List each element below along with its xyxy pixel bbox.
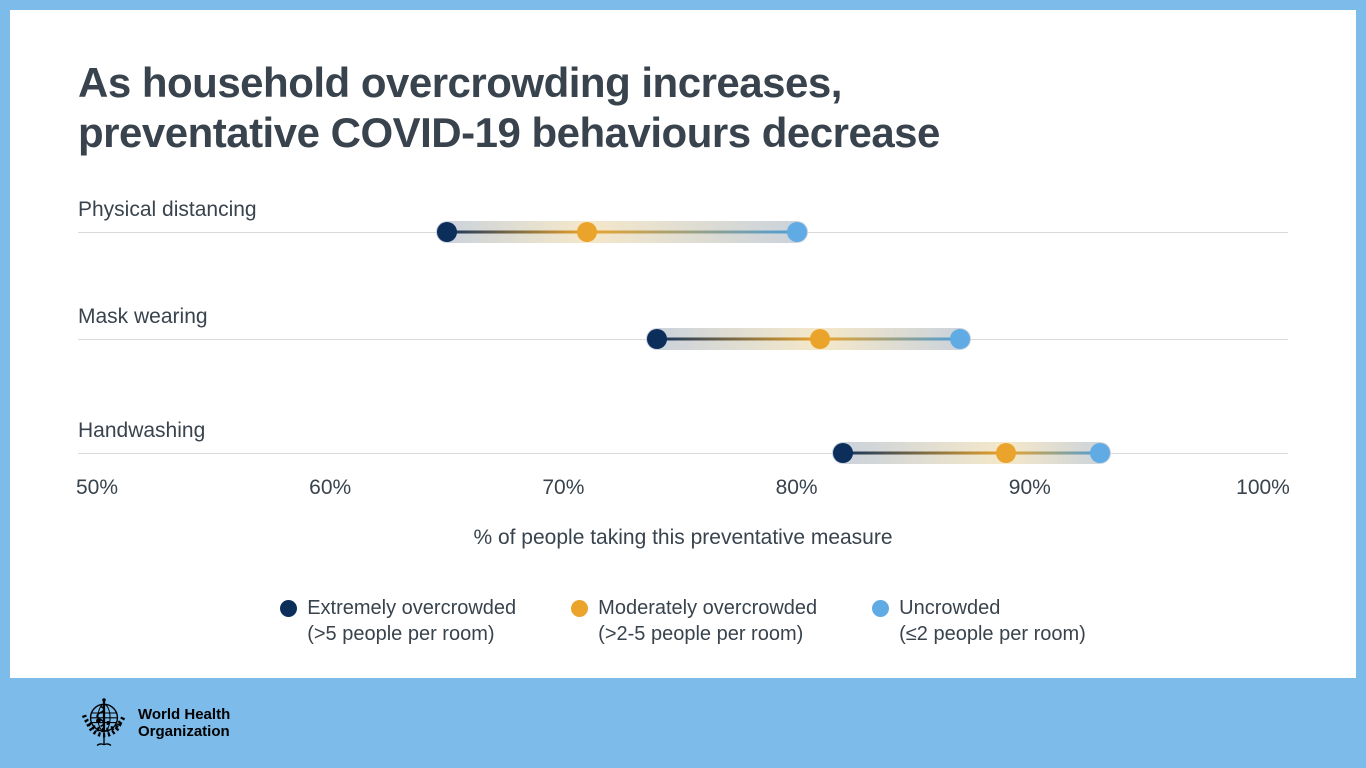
x-tick-80: 80%: [775, 476, 818, 499]
chart-title-line-1: As household overcrowding increases,: [78, 59, 842, 106]
x-tick-60: 60%: [309, 476, 352, 499]
x-tick-50: 50%: [75, 476, 119, 499]
legend-dot-moderately-overcrowded: [571, 600, 589, 617]
org-name: World Health Organization: [138, 706, 230, 740]
legend-item-uncrowded: Uncrowded (≤2 people per room): [872, 595, 1086, 647]
chart-title: As household overcrowding increases, pre…: [78, 58, 940, 158]
x-tick-90: 90%: [1008, 476, 1051, 499]
legend-item-moderately-overcrowded: Moderately overcrowded (>2-5 people per r…: [571, 595, 817, 647]
row-label-mask-wearing: Mask wearing: [78, 305, 208, 328]
row-label-physical-distancing: Physical distancing: [78, 198, 257, 221]
dot-extremely-overcrowded-handwashing: [833, 443, 854, 463]
connector-line: [843, 451, 1100, 455]
legend-item-extremely-overcrowded: Extremely overcrowded (>5 people per room…: [280, 595, 516, 647]
who-logo: World Health Organization: [78, 696, 230, 750]
dot-uncrowded-physical-distancing: [786, 222, 807, 242]
legend-sublabel: (>5 people per room): [307, 623, 495, 645]
dot-uncrowded-handwashing: [1089, 443, 1110, 463]
dot-extremely-overcrowded-physical-distancing: [436, 222, 457, 242]
connector-line: [446, 230, 797, 234]
gridline: [78, 453, 1288, 454]
x-tick-70: 70%: [542, 476, 585, 499]
footer-band: World Health Organization: [0, 678, 1366, 768]
legend-label: Moderately overcrowded: [598, 597, 818, 619]
legend-sublabel: (>2-5 people per room): [598, 623, 804, 645]
legend-text: Uncrowded (≤2 people per room): [899, 595, 1086, 647]
connector-line: [656, 337, 960, 341]
org-name-line-1: World Health: [138, 706, 231, 723]
x-axis-label: % of people taking this preventative mea…: [473, 526, 893, 549]
legend-text: Extremely overcrowded (>5 people per room…: [307, 595, 516, 647]
legend-dot-extremely-overcrowded: [280, 600, 298, 617]
plot-area: % of people taking this preventative mea…: [75, 10, 1290, 645]
legend-label: Uncrowded: [899, 597, 1001, 619]
legend-text: Moderately overcrowded (>2-5 people per r…: [598, 595, 817, 647]
dot-moderately-overcrowded-mask-wearing: [809, 329, 830, 349]
x-tick-100: 100%: [1236, 476, 1290, 499]
dot-moderately-overcrowded-handwashing: [996, 443, 1017, 463]
chart-title-line-2: preventative COVID-19 behaviours decreas…: [78, 109, 940, 156]
dot-moderately-overcrowded-physical-distancing: [576, 222, 597, 242]
legend-label: Extremely overcrowded: [307, 597, 517, 619]
row-label-handwashing: Handwashing: [78, 419, 206, 442]
org-name-line-2: Organization: [138, 723, 230, 740]
dot-extremely-overcrowded-mask-wearing: [646, 329, 667, 349]
chart-card: As household overcrowding increases, pre…: [10, 10, 1356, 678]
dot-uncrowded-mask-wearing: [949, 329, 970, 349]
legend-sublabel: (≤2 people per room): [899, 623, 1086, 645]
legend: Extremely overcrowded (>5 people per room…: [78, 595, 1288, 647]
legend-dot-uncrowded: [872, 600, 890, 617]
who-emblem: [81, 698, 127, 747]
